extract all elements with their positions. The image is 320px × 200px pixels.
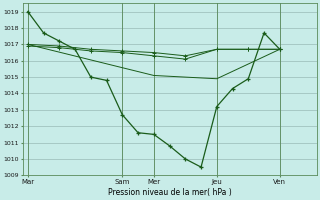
X-axis label: Pression niveau de la mer( hPa ): Pression niveau de la mer( hPa ) [108, 188, 231, 197]
